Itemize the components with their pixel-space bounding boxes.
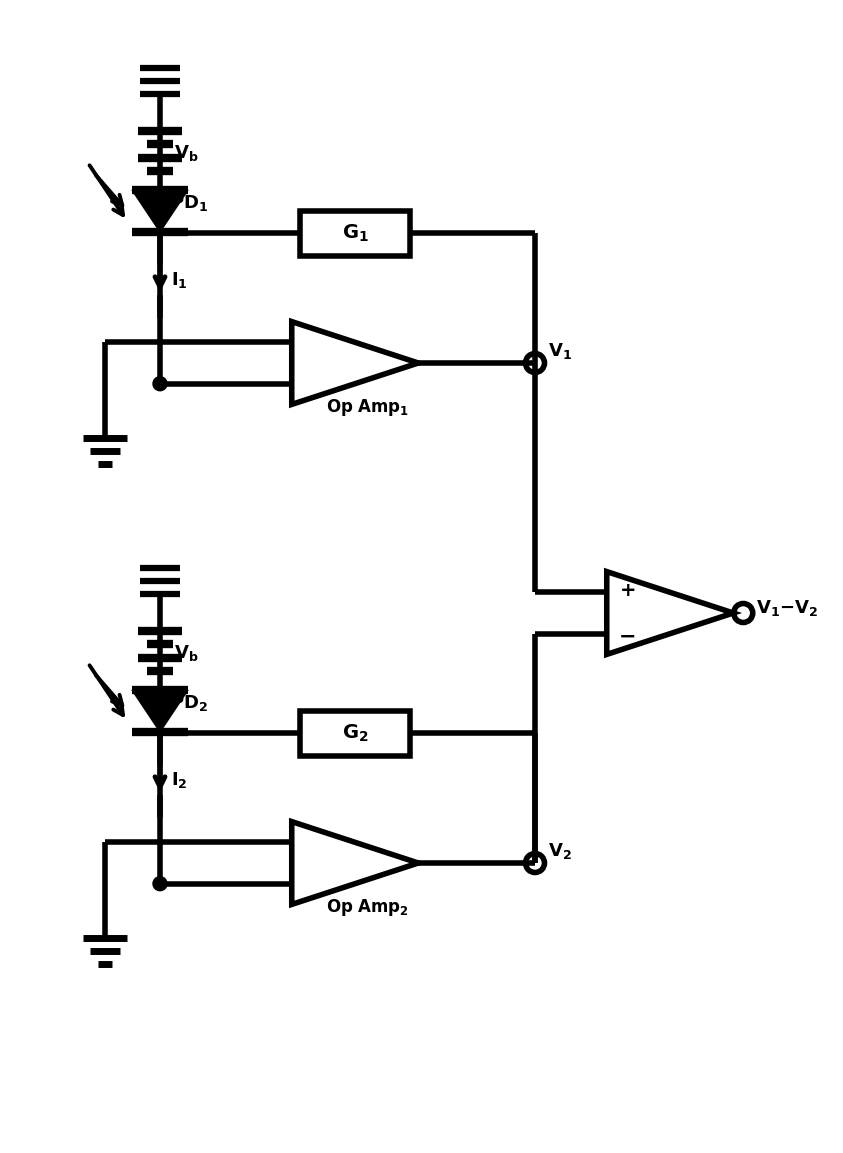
Polygon shape [132,190,188,232]
Text: $\mathbf{Op\ Amp_1}$: $\mathbf{Op\ Amp_1}$ [325,398,409,419]
Text: $\mathbf{V_b}$: $\mathbf{V_b}$ [174,143,199,163]
Text: $\mathbf{+}$: $\mathbf{+}$ [619,581,635,600]
Text: $\mathbf{V_1{-}V_2}$: $\mathbf{V_1{-}V_2}$ [756,598,819,618]
Text: $\mathbf{V_1}$: $\mathbf{V_1}$ [548,341,572,361]
Text: $\mathbf{PD_1}$: $\mathbf{PD_1}$ [170,193,208,213]
Text: $\mathbf{V_2}$: $\mathbf{V_2}$ [548,841,572,861]
Bar [300,211,410,256]
Text: $\mathbf{Op\ Amp_2}$: $\mathbf{Op\ Amp_2}$ [325,897,408,919]
Text: $\mathbf{G_1}$: $\mathbf{G_1}$ [341,223,368,243]
Text: $\mathbf{V_b}$: $\mathbf{V_b}$ [174,643,199,663]
Text: $\mathbf{I_1}$: $\mathbf{I_1}$ [171,270,188,291]
Polygon shape [132,689,188,732]
Text: $\mathbf{G_2}$: $\mathbf{G_2}$ [341,722,368,744]
Bar [300,710,410,755]
Text: $\mathbf{I_2}$: $\mathbf{I_2}$ [171,770,188,790]
Text: $\mathbf{-}$: $\mathbf{-}$ [618,626,636,646]
Circle shape [153,876,167,891]
Circle shape [153,377,167,391]
Text: $\mathbf{PD_2}$: $\mathbf{PD_2}$ [170,693,208,713]
